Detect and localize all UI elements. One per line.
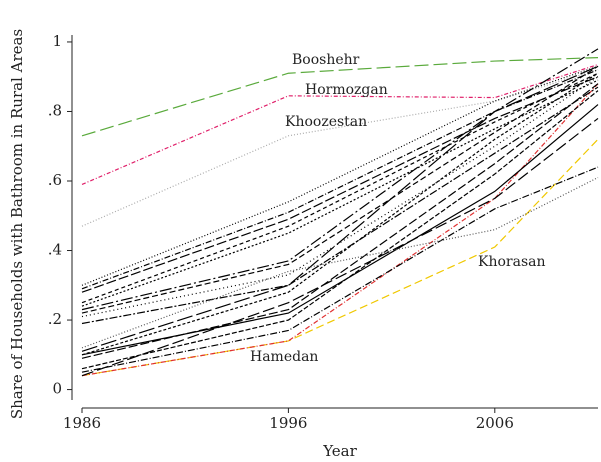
series-label: Hamedan [250,349,318,365]
series-line [81,117,599,377]
series-line [81,104,599,356]
y-tick-label: .2 [48,310,62,328]
series-line [81,83,599,359]
series-label: Booshehr [292,52,360,68]
series-line [81,65,599,286]
series-line [81,79,599,307]
y-tick-label: .8 [48,101,62,119]
y-tick-label: .6 [48,171,62,189]
series-line [81,63,599,186]
series-line [81,56,599,137]
y-tick-label: .4 [48,241,62,259]
series-line [81,76,599,318]
series-label: Hormozgan [305,82,388,98]
y-tick-label: 0 [52,380,62,398]
series-line [81,90,599,370]
series-line [81,65,599,352]
series-line [81,69,599,290]
series-line [81,138,599,377]
series-label: Khorasan [478,254,546,270]
x-axis-label: Year [322,442,357,460]
series-line [81,76,599,293]
series-line [81,166,599,373]
series-label: Khoozestan [285,114,367,130]
y-axis-label: Share of Households with Bathroom in Rur… [8,29,26,419]
series-line [81,72,599,356]
x-tick-label: 1996 [269,414,307,432]
series-line [81,86,599,325]
y-tick-label: 1 [52,32,62,50]
x-tick-label: 2006 [476,414,514,432]
series-line [81,48,599,311]
x-tick-label: 1986 [63,414,101,432]
